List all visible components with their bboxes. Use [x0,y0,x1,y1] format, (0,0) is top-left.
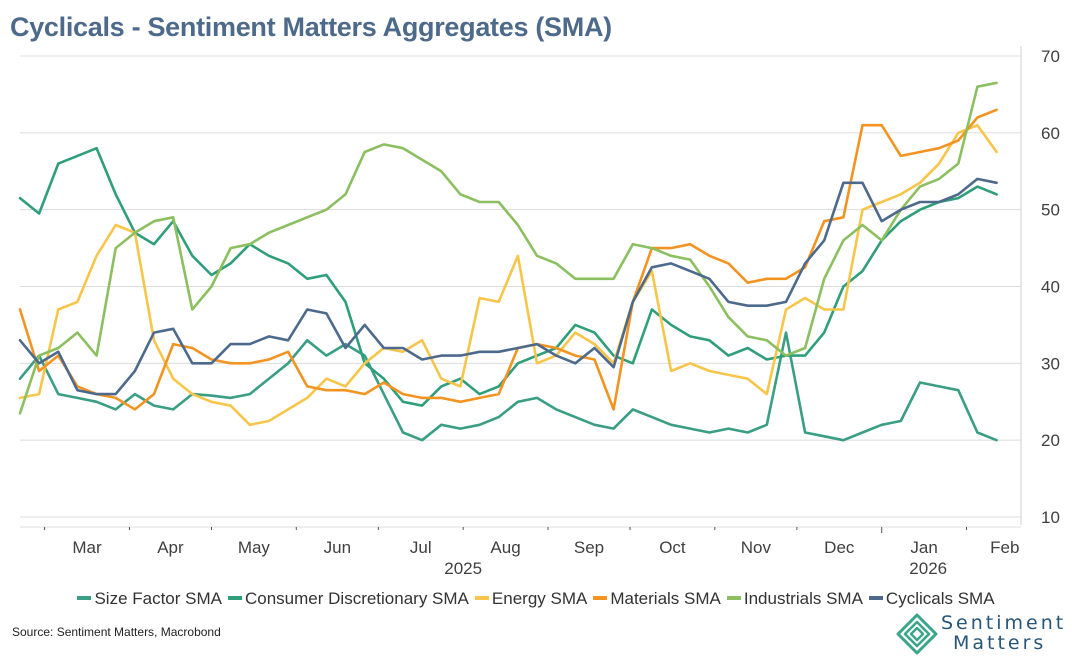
x-tick-label: Mar [72,538,102,557]
x-tick-label: Jul [410,538,432,557]
legend-item: Energy SMA [474,589,588,609]
y-tick-label: 60 [1041,124,1060,143]
legend-swatch [868,595,883,600]
legend-label: Materials SMA [610,589,721,608]
series-line-energy-sma [18,123,998,427]
line-chart: 10 20 30 40 50 60 70 Mar Apr May Jun Jul Aug Sep Oct N… [18,46,1060,578]
series-line-size-factor-sma [18,331,998,442]
x-tick-label: Feb [990,538,1019,557]
x-tick-label: Jan [910,538,937,557]
y-tick-label: 40 [1041,278,1060,297]
sentiment-matters-logo: Sentiment Matters [895,612,1065,656]
x-tick-label: Oct [659,538,686,557]
series-line-materials-sma [18,108,998,411]
logo-text-sentiment: Sentiment [941,612,1067,634]
y-axis: 10 20 30 40 50 60 70 [1020,46,1060,527]
legend-item: Consumer Discretionary SMA [228,589,469,609]
y-tick-label: 20 [1041,431,1060,450]
x-tick-label: Aug [490,538,520,557]
x-tick-label: Nov [741,538,772,557]
legend-swatch [228,595,242,600]
y-tick-label: 30 [1041,354,1060,373]
x-year-label: 2026 [909,559,947,578]
series-lines [18,81,998,442]
x-tick-label: Sep [574,538,604,557]
legend-label: Industrials SMA [743,589,863,608]
logo-text-matters: Matters [953,632,1047,654]
x-year-label: 2025 [444,559,482,578]
legend-item: Cyclicals SMA [868,589,995,609]
series-line-industrials-sma [18,81,998,415]
chart-title: Cyclicals - Sentiment Matters Aggregates… [10,12,612,42]
legend-swatch [474,595,489,600]
x-tick-label: Apr [157,538,184,557]
legend: Size Factor SMA Consumer Discretionary SM… [0,589,1072,609]
source-note: Source: Sentiment Matters, Macrobond [12,625,221,639]
x-axis: Mar Apr May Jun Jul Aug Sep Oct Nov Dec Jan Feb 2025… [20,526,1021,578]
y-tick-label: 10 [1041,508,1060,527]
series-line-cyclicals-sma [18,177,998,396]
legend-item: Materials SMA [593,589,721,609]
legend-swatch [77,595,92,600]
x-tick-label: Dec [824,538,855,557]
x-tick-label: May [238,538,271,557]
legend-item: Size Factor SMA [77,589,222,609]
legend-label: Cyclicals SMA [885,589,995,608]
nested-diamond-icon [896,613,938,655]
legend-label: Size Factor SMA [94,589,222,608]
legend-label: Energy SMA [491,589,588,608]
legend-swatch [593,595,608,600]
legend-swatch [726,595,741,600]
legend-label: Consumer Discretionary SMA [245,589,469,608]
y-tick-label: 50 [1041,201,1060,220]
x-tick-label: Jun [324,538,351,557]
legend-item: Industrials SMA [726,589,863,609]
y-tick-label: 70 [1041,47,1060,66]
